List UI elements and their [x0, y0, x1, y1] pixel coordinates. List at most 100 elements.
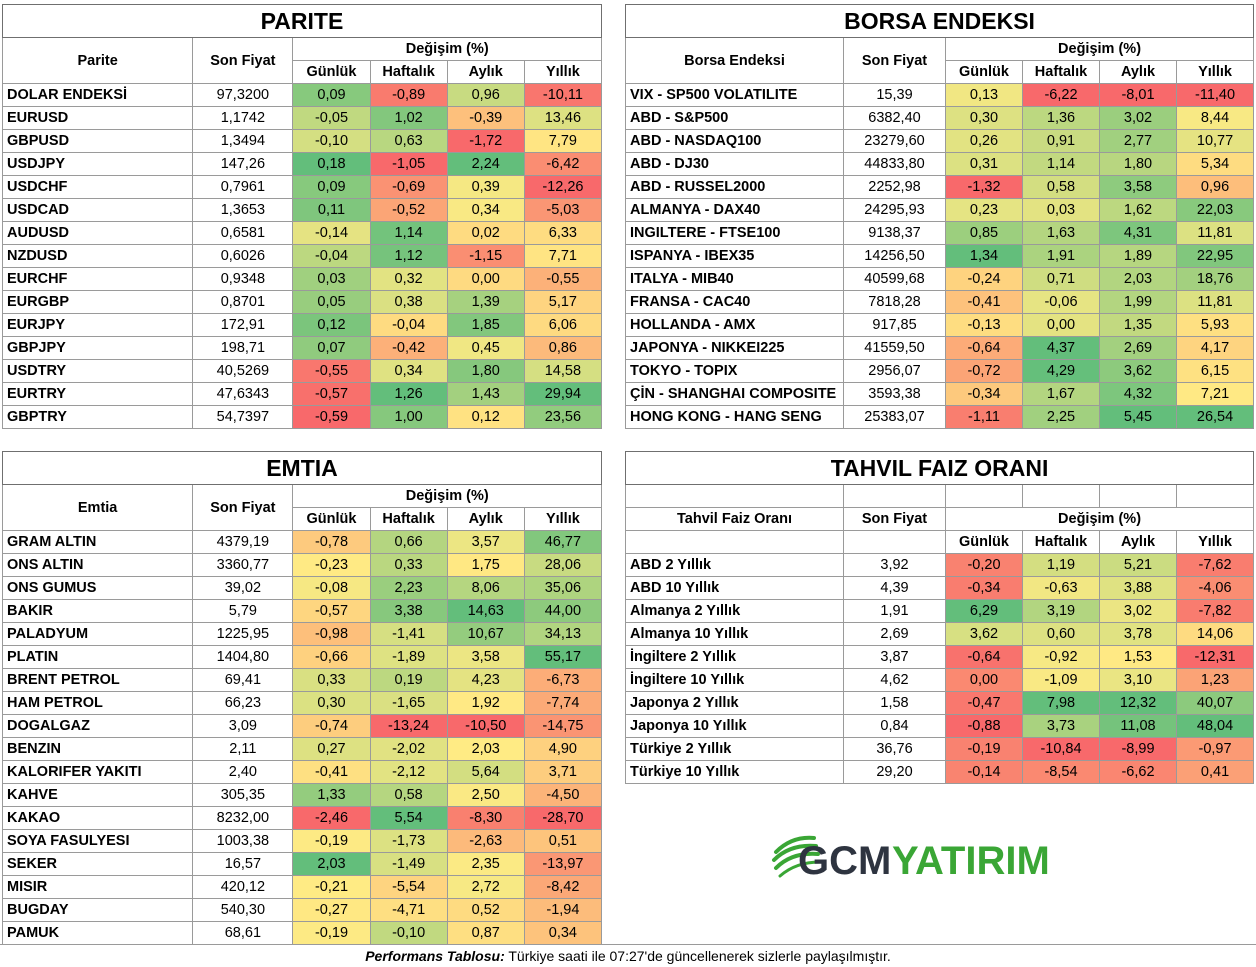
monthly-change: 1,53 — [1099, 645, 1177, 669]
yearly-change: 0,34 — [523, 921, 603, 945]
monthly-change: 0,52 — [446, 898, 525, 922]
row-name: ONS ALTIN — [1, 553, 194, 577]
weekly-change: -0,92 — [1022, 645, 1100, 669]
table-row: GBPJPY 198,71 0,07 -0,42 0,45 0,86 — [1, 336, 603, 360]
borsa-table: BORSA ENDEKSI Borsa Endeksi Son Fiyat De… — [624, 4, 1255, 429]
row-name: ABD - NASDAQ100 — [625, 129, 844, 153]
row-name: HOLLANDA - AMX — [625, 313, 844, 337]
daily-change: 0,31 — [945, 152, 1023, 176]
row-name: KAKAO — [1, 806, 194, 830]
row-name: HONG KONG - HANG SENG — [625, 405, 844, 429]
row-price: 3360,77 — [192, 553, 294, 577]
yearly-change: -6,73 — [523, 668, 603, 692]
emtia-change-header: Değişim (%) — [292, 484, 602, 508]
row-price: 2,40 — [192, 760, 294, 784]
parite-weekly-header: Haftalık — [369, 60, 448, 84]
parite-daily-header: Günlük — [292, 60, 371, 84]
row-name: DOLAR ENDEKSİ — [1, 83, 194, 107]
row-name: USDCAD — [1, 198, 194, 222]
row-price: 1,91 — [843, 599, 946, 623]
row-price: 2956,07 — [843, 359, 946, 383]
row-price: 24295,93 — [843, 198, 946, 222]
monthly-change: 1,43 — [446, 382, 525, 406]
emtia-monthly-header: Aylık — [446, 507, 525, 531]
yearly-change: 7,79 — [523, 129, 603, 153]
daily-change: -0,14 — [292, 221, 371, 245]
row-name: INGILTERE - FTSE100 — [625, 221, 844, 245]
weekly-change: -0,63 — [1022, 576, 1100, 600]
weekly-change: 3,38 — [369, 599, 448, 623]
row-name: ITALYA - MIB40 — [625, 267, 844, 291]
daily-change: 3,62 — [945, 622, 1023, 646]
daily-change: -0,41 — [292, 760, 371, 784]
table-row: HONG KONG - HANG SENG 25383,07 -1,11 2,25 5,… — [625, 405, 1255, 429]
yearly-change: 7,71 — [523, 244, 603, 268]
daily-change: -0,34 — [945, 382, 1023, 406]
row-name: JAPONYA - NIKKEI225 — [625, 336, 844, 360]
monthly-change: 2,03 — [1099, 267, 1177, 291]
weekly-change: 0,63 — [369, 129, 448, 153]
weekly-change: 1,00 — [369, 405, 448, 429]
weekly-change: -0,04 — [369, 313, 448, 337]
weekly-change: 5,54 — [369, 806, 448, 830]
yearly-change: 22,03 — [1175, 198, 1255, 222]
monthly-change: 2,72 — [446, 875, 525, 899]
yearly-change: -7,82 — [1175, 599, 1255, 623]
weekly-change: 3,19 — [1022, 599, 1100, 623]
weekly-change: 1,12 — [369, 244, 448, 268]
emtia-name-header: Emtia — [1, 484, 194, 531]
monthly-change: 2,69 — [1099, 336, 1177, 360]
daily-change: 0,05 — [292, 290, 371, 314]
weekly-change: 0,66 — [369, 530, 448, 554]
daily-change: -0,23 — [292, 553, 371, 577]
yearly-change: 1,23 — [1175, 668, 1255, 692]
row-name: TOKYO - TOPIX — [625, 359, 844, 383]
logo-prefix: GCM — [798, 839, 891, 883]
weekly-change: 1,19 — [1022, 553, 1100, 577]
monthly-change: -1,72 — [446, 129, 525, 153]
table-row: ONS ALTIN 3360,77 -0,23 0,33 1,75 28,06 — [1, 553, 603, 577]
footer-text: Türkiye saati ile 07:27'de güncellenerek… — [504, 948, 891, 964]
emtia-table: EMTIA Emtia Son Fiyat Değişim (%) Günlük… — [1, 451, 603, 945]
weekly-change: -2,12 — [369, 760, 448, 784]
yearly-change: 5,17 — [523, 290, 603, 314]
yearly-change: -8,42 — [523, 875, 603, 899]
daily-change: -1,11 — [945, 405, 1023, 429]
row-price: 540,30 — [192, 898, 294, 922]
monthly-change: 3,78 — [1099, 622, 1177, 646]
weekly-change: 1,26 — [369, 382, 448, 406]
monthly-change: 1,89 — [1099, 244, 1177, 268]
row-name: Türkiye 10 Yıllık — [625, 760, 844, 784]
row-price: 40599,68 — [843, 267, 946, 291]
row-name: BUGDAY — [1, 898, 194, 922]
yearly-change: 14,06 — [1175, 622, 1255, 646]
table-row: KAKAO 8232,00 -2,46 5,54 -8,30 -28,70 — [1, 806, 603, 830]
monthly-change: 0,00 — [446, 267, 525, 291]
row-name: ÇİN - SHANGHAI COMPOSITE — [625, 382, 844, 406]
row-name: EURUSD — [1, 106, 194, 130]
table-row: Japonya 2 Yıllık 1,58 -0,47 7,98 12,32 40,07 — [625, 691, 1255, 715]
table-row: BAKIR 5,79 -0,57 3,38 14,63 44,00 — [1, 599, 603, 623]
row-name: NZDUSD — [1, 244, 194, 268]
row-price: 14256,50 — [843, 244, 946, 268]
monthly-change: 1,39 — [446, 290, 525, 314]
row-price: 3593,38 — [843, 382, 946, 406]
tahvil-monthly-header: Aylık — [1099, 530, 1177, 554]
weekly-change: 1,67 — [1022, 382, 1100, 406]
weekly-change: 1,63 — [1022, 221, 1100, 245]
weekly-change: 0,71 — [1022, 267, 1100, 291]
daily-change: -0,19 — [945, 737, 1023, 761]
row-name: İngiltere 2 Yıllık — [625, 645, 844, 669]
weekly-change: 1,91 — [1022, 244, 1100, 268]
table-row: NZDUSD 0,6026 -0,04 1,12 -1,15 7,71 — [1, 244, 603, 268]
table-row: DOLAR ENDEKSİ 97,3200 0,09 -0,89 0,96 -10,11 — [1, 83, 603, 107]
weekly-change: 2,25 — [1022, 405, 1100, 429]
table-row: SEKER 16,57 2,03 -1,49 2,35 -13,97 — [1, 852, 603, 876]
yearly-change: -0,97 — [1175, 737, 1255, 761]
weekly-change: 1,14 — [369, 221, 448, 245]
row-price: 0,9348 — [192, 267, 294, 291]
table-row: İngiltere 2 Yıllık 3,87 -0,64 -0,92 1,53 -12,… — [625, 645, 1255, 669]
yearly-change: 6,15 — [1175, 359, 1255, 383]
table-row: JAPONYA - NIKKEI225 41559,50 -0,64 4,37 2,69… — [625, 336, 1255, 360]
daily-change: 0,23 — [945, 198, 1023, 222]
